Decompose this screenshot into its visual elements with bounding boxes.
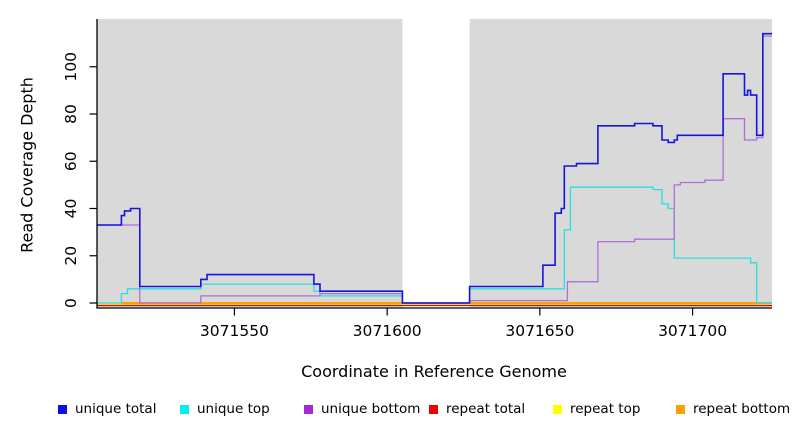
coverage-chart: 0 20 40 60 80 100 3071550 3071600 3071650 3071700 (62, 19, 772, 340)
legend-label-repeat-top: repeat top (570, 401, 641, 417)
axis-lines (96, 19, 772, 309)
repeat-bottom-swatch-icon (676, 404, 685, 414)
y-tick-label: 20 (62, 246, 80, 266)
series-unique-top (97, 186, 772, 304)
legend-item-repeat-top: repeat top (553, 400, 640, 418)
legend-label-repeat-bottom: repeat bottom (693, 401, 791, 417)
repeat-total-swatch-icon (429, 404, 438, 414)
legend-item-unique-bottom: unique bottom (304, 400, 420, 418)
legend-item-repeat-bottom: repeat bottom (676, 400, 790, 418)
legend-label-unique-bottom: unique bottom (321, 401, 421, 417)
x-axis-title: Coordinate in Reference Genome (301, 362, 567, 381)
legend: unique total unique top unique bottom repea… (0, 400, 792, 420)
y-tick-label: 0 (62, 298, 80, 308)
y-tick-label: 40 (62, 199, 80, 219)
series-unique-total (97, 32, 772, 304)
y-tick-label: 60 (62, 151, 80, 171)
legend-item-unique-top: unique top (180, 400, 270, 418)
unique-top-swatch-icon (180, 404, 189, 414)
y-axis-title: Read Coverage Depth (17, 77, 37, 253)
x-tick-label: 3071700 (658, 322, 727, 340)
legend-item-repeat-total: repeat total (429, 400, 525, 418)
y-tick-label: 100 (62, 52, 80, 82)
unique-total-swatch-icon (58, 404, 67, 414)
legend-item-unique-total: unique total (58, 400, 156, 418)
legend-label-repeat-total: repeat total (446, 401, 526, 417)
repeat-top-swatch-icon (553, 404, 562, 414)
x-tick-label: 3071650 (505, 322, 574, 340)
legend-label-unique-total: unique total (75, 401, 157, 417)
legend-label-unique-top: unique top (197, 401, 270, 417)
masked-region (402, 19, 470, 308)
series-unique-bottom (97, 35, 772, 304)
unique-bottom-swatch-icon (304, 404, 313, 414)
x-tick-label: 3071550 (200, 322, 269, 340)
y-tick-label: 80 (62, 104, 80, 124)
x-tick-label: 3071600 (353, 322, 422, 340)
